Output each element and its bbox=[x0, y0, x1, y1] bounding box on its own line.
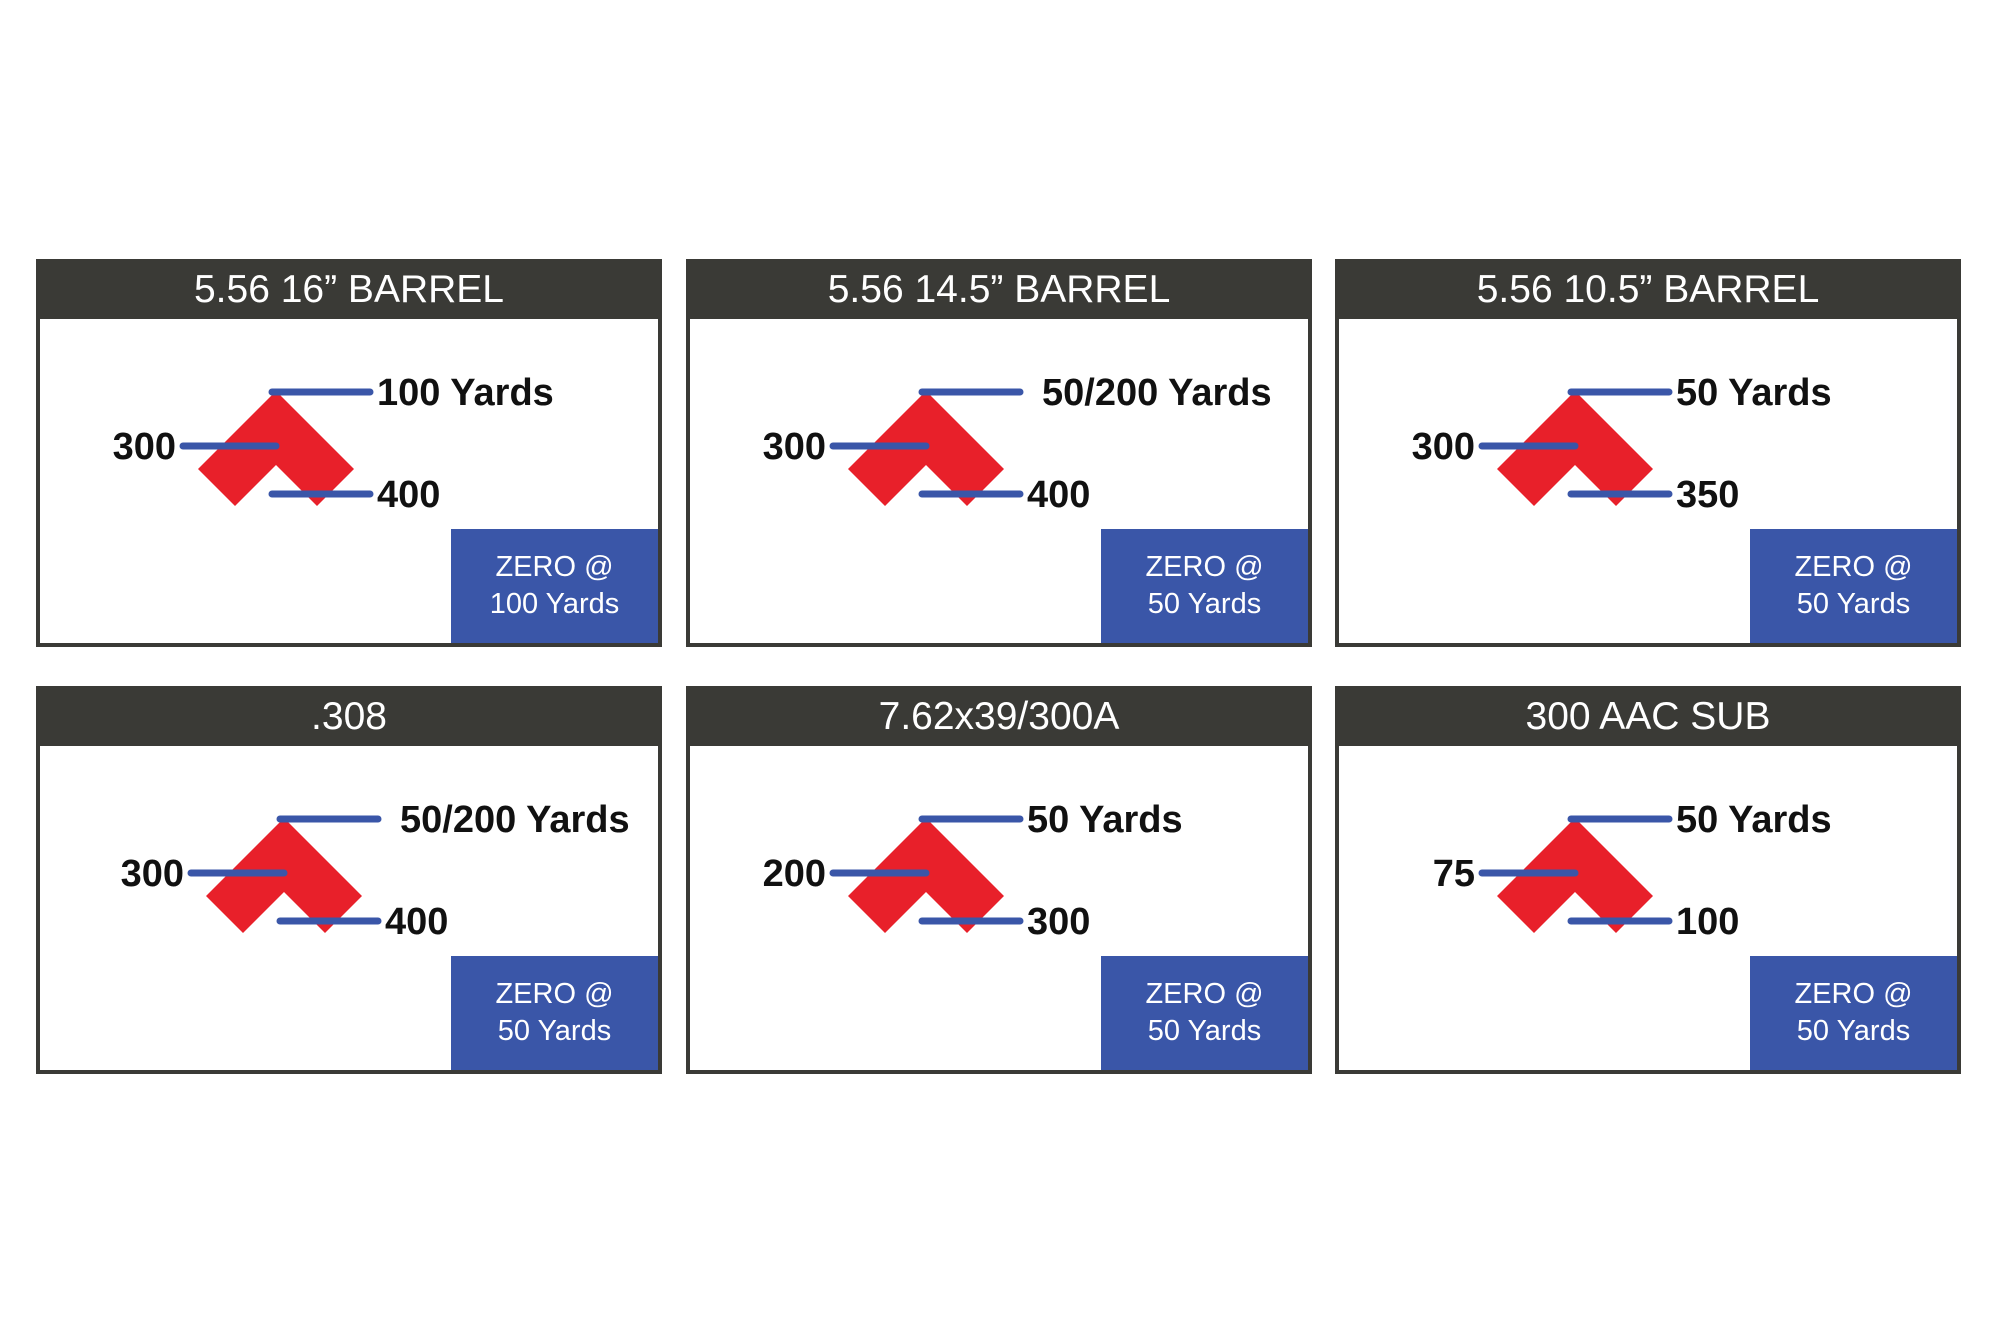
card-body: 50 Yards 75 100 ZERO @ 50 Yards bbox=[1335, 746, 1961, 1074]
zero-badge: ZERO @ 50 Yards bbox=[1101, 956, 1308, 1070]
zero-distance: 50 Yards bbox=[1796, 588, 1911, 620]
zero-badge: ZERO @ 50 Yards bbox=[1750, 529, 1957, 643]
ballistic-card: 7.62x39/300A 50 Yards 200 300 ZERO @ 50 … bbox=[686, 686, 1312, 1074]
zero-label: ZERO @ bbox=[1794, 978, 1913, 1010]
bottom-range-label: 400 bbox=[1027, 474, 1091, 516]
card-body: 100 Yards 300 400 ZERO @ 100 Yards bbox=[36, 319, 662, 647]
left-range-label: 300 bbox=[762, 426, 826, 468]
card-title: 5.56 14.5” BARREL bbox=[686, 259, 1312, 319]
left-range-label: 200 bbox=[762, 853, 826, 895]
bottom-range-label: 400 bbox=[385, 901, 449, 943]
chevron-diagram bbox=[1478, 388, 1673, 506]
zero-distance: 50 Yards bbox=[1147, 1015, 1262, 1047]
top-range-label: 50 Yards bbox=[1676, 372, 1832, 414]
ballistic-card: 300 AAC SUB 50 Yards 75 100 ZERO @ 50 Ya… bbox=[1335, 686, 1961, 1074]
ballistic-card: .308 50/200 Yards 300 400 ZERO @ 50 Yard… bbox=[36, 686, 662, 1074]
zero-badge: ZERO @ 100 Yards bbox=[451, 529, 658, 643]
card-title: 5.56 10.5” BARREL bbox=[1335, 259, 1961, 319]
left-range-label: 75 bbox=[1432, 853, 1475, 895]
zero-distance: 50 Yards bbox=[1796, 1015, 1911, 1047]
zero-distance: 50 Yards bbox=[1147, 588, 1262, 620]
zero-distance: 100 Yards bbox=[489, 588, 620, 620]
bottom-range-label: 100 bbox=[1676, 901, 1740, 943]
card-body: 50/200 Yards 300 400 ZERO @ 50 Yards bbox=[686, 319, 1312, 647]
chevron-diagram bbox=[1478, 815, 1673, 933]
card-body: 50 Yards 300 350 ZERO @ 50 Yards bbox=[1335, 319, 1961, 647]
card-body: 50 Yards 200 300 ZERO @ 50 Yards bbox=[686, 746, 1312, 1074]
left-range-label: 300 bbox=[120, 853, 184, 895]
zero-badge: ZERO @ 50 Yards bbox=[1750, 956, 1957, 1070]
zero-label: ZERO @ bbox=[1145, 551, 1264, 583]
bottom-range-label: 350 bbox=[1676, 474, 1740, 516]
top-range-label: 50 Yards bbox=[1676, 799, 1832, 841]
top-range-label: 50 Yards bbox=[1027, 799, 1183, 841]
bottom-range-label: 300 bbox=[1027, 901, 1091, 943]
ballistic-card: 5.56 10.5” BARREL 50 Yards 300 350 ZERO … bbox=[1335, 259, 1961, 647]
ballistic-card: 5.56 14.5” BARREL 50/200 Yards 300 400 Z… bbox=[686, 259, 1312, 647]
card-body: 50/200 Yards 300 400 ZERO @ 50 Yards bbox=[36, 746, 662, 1074]
zero-label: ZERO @ bbox=[495, 551, 614, 583]
chevron-diagram bbox=[179, 388, 374, 506]
zero-badge: ZERO @ 50 Yards bbox=[451, 956, 658, 1070]
zero-distance: 50 Yards bbox=[497, 1015, 612, 1047]
zero-label: ZERO @ bbox=[1794, 551, 1913, 583]
chevron-diagram bbox=[829, 815, 1024, 933]
card-title: .308 bbox=[36, 686, 662, 746]
top-range-label: 50/200 Yards bbox=[1042, 372, 1272, 414]
chevron-diagram bbox=[829, 388, 1024, 506]
bottom-range-label: 400 bbox=[377, 474, 441, 516]
card-title: 5.56 16” BARREL bbox=[36, 259, 662, 319]
zero-label: ZERO @ bbox=[495, 978, 614, 1010]
zero-badge: ZERO @ 50 Yards bbox=[1101, 529, 1308, 643]
card-title: 7.62x39/300A bbox=[686, 686, 1312, 746]
top-range-label: 100 Yards bbox=[377, 372, 554, 414]
left-range-label: 300 bbox=[1411, 426, 1475, 468]
top-range-label: 50/200 Yards bbox=[400, 799, 630, 841]
ballistic-card: 5.56 16” BARREL 100 Yards 300 400 ZERO @… bbox=[36, 259, 662, 647]
left-range-label: 300 bbox=[112, 426, 176, 468]
zero-label: ZERO @ bbox=[1145, 978, 1264, 1010]
chevron-diagram bbox=[187, 815, 382, 933]
card-title: 300 AAC SUB bbox=[1335, 686, 1961, 746]
